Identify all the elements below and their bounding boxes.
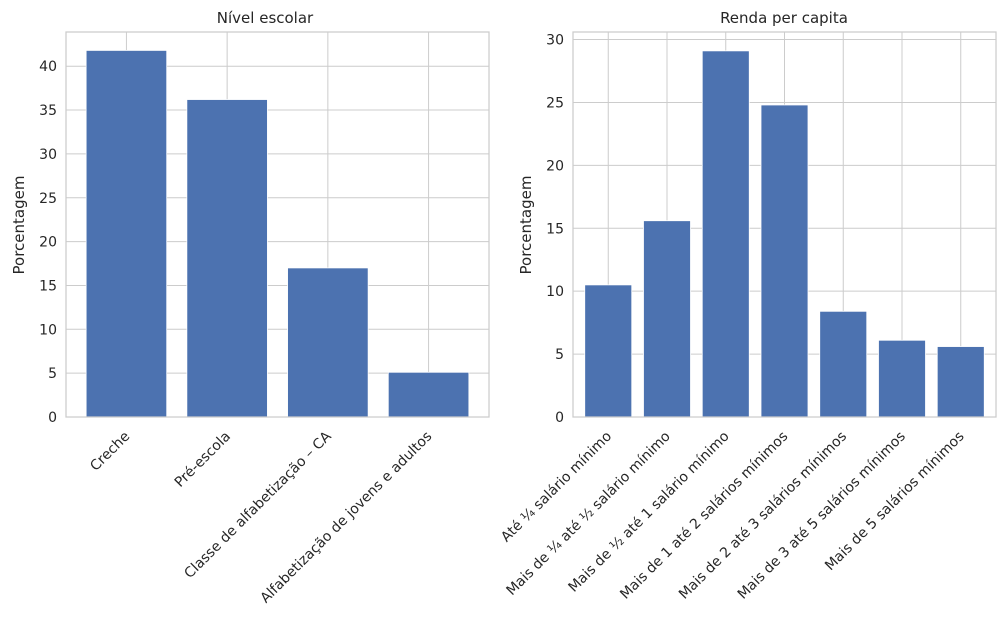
y-tick-label: 10 xyxy=(546,284,564,300)
y-tick-label: 25 xyxy=(39,191,57,207)
plot-area xyxy=(65,31,490,418)
bar xyxy=(819,310,868,418)
bar xyxy=(701,50,750,418)
bar xyxy=(387,371,470,418)
y-tick-label: 5 xyxy=(48,366,57,382)
y-tick-label: 25 xyxy=(546,95,564,111)
bar xyxy=(878,339,926,418)
plot-area xyxy=(572,31,997,418)
y-tick-label: 35 xyxy=(39,103,57,119)
y-axis-label: Porcentagem xyxy=(10,176,28,275)
axes-frame xyxy=(572,31,997,418)
bar xyxy=(760,104,809,418)
y-tick-label: 20 xyxy=(546,158,564,174)
bar xyxy=(584,284,633,418)
axes-frame xyxy=(65,31,490,418)
bar xyxy=(186,99,268,418)
y-tick-label: 15 xyxy=(39,278,57,294)
y-tick-label: 0 xyxy=(48,410,57,426)
y-tick-label: 15 xyxy=(546,221,564,237)
bar xyxy=(85,50,168,418)
y-tick-label: 0 xyxy=(555,410,564,426)
y-tick-label: 20 xyxy=(39,235,57,251)
bar xyxy=(287,267,369,418)
chart-title: Renda per capita xyxy=(720,9,848,27)
y-tick-label: 5 xyxy=(555,347,564,363)
bar xyxy=(643,220,691,418)
y-tick-label: 30 xyxy=(546,33,564,49)
y-tick-label: 30 xyxy=(39,147,57,163)
y-axis-label: Porcentagem xyxy=(517,176,535,275)
y-tick-label: 40 xyxy=(39,59,57,75)
bar xyxy=(936,346,985,418)
y-tick-label: 10 xyxy=(39,322,57,338)
chart-title: Nível escolar xyxy=(217,9,314,27)
